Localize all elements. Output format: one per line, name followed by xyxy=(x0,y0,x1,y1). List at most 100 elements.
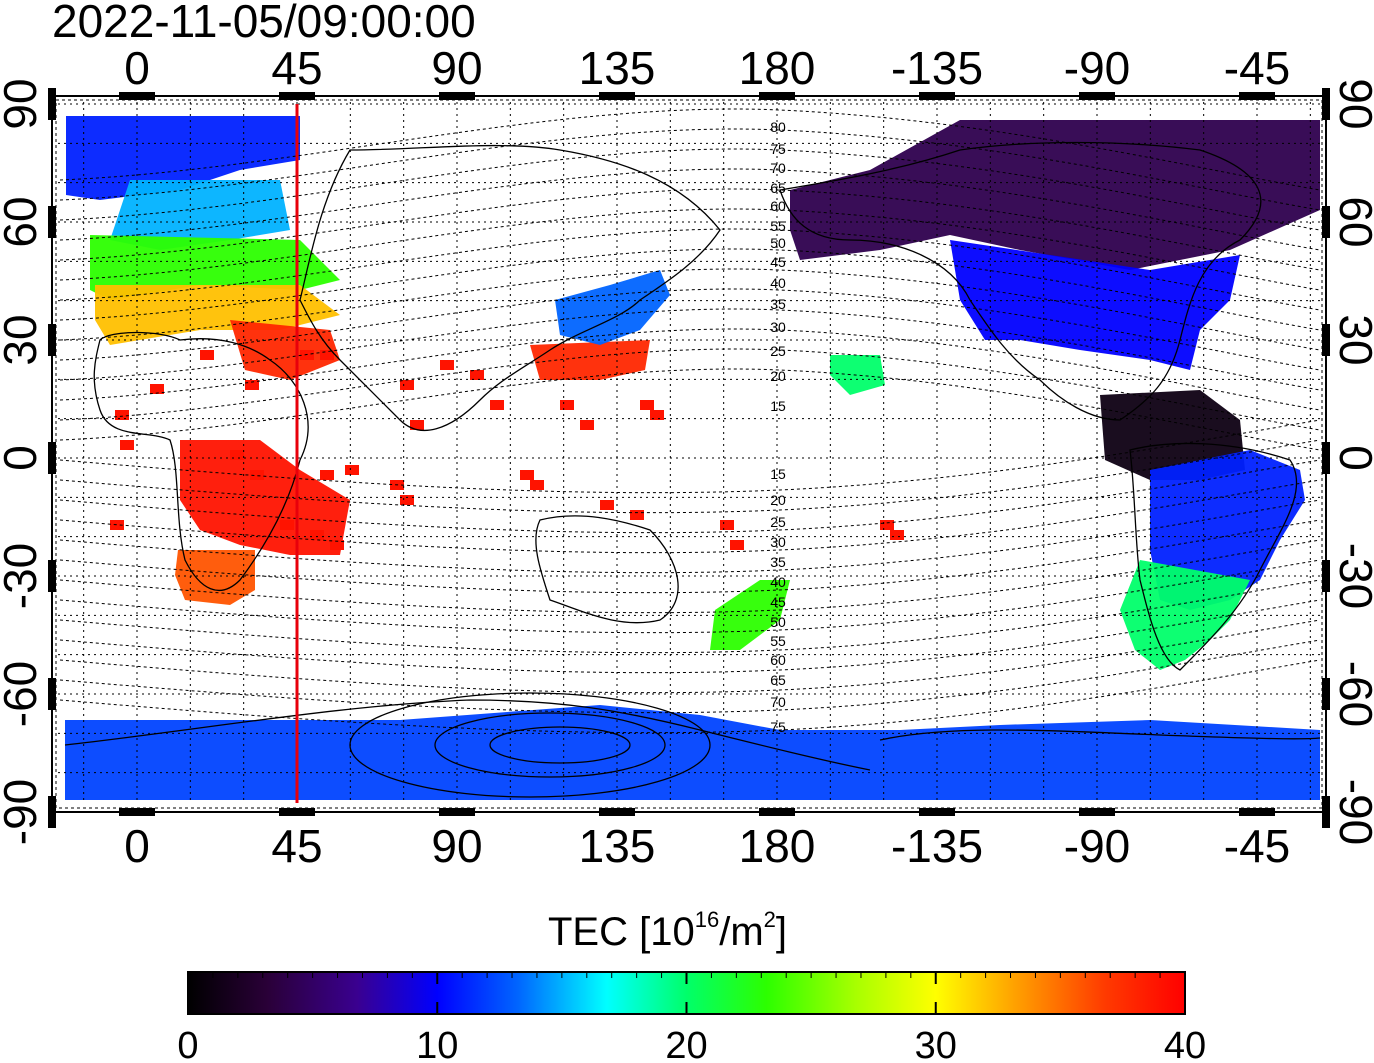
left-axis-label: 0 xyxy=(0,445,46,471)
coastline-5 xyxy=(879,729,1321,741)
contour-pole-0 xyxy=(489,726,631,764)
tick-left-1 xyxy=(48,206,56,238)
top-axis-label: -45 xyxy=(1224,42,1290,94)
tec-region-north-america xyxy=(790,120,1320,270)
contour-label-north: 60 xyxy=(770,198,786,214)
contour-label-north: 20 xyxy=(770,368,786,384)
colorbar-tick-label: 20 xyxy=(665,1025,707,1063)
tick-right-0 xyxy=(1322,88,1330,120)
contour-label-north: 65 xyxy=(770,180,786,196)
bottom-axis-label: 45 xyxy=(271,820,322,872)
bottom-axis-label: -45 xyxy=(1224,820,1290,872)
coastline-6 xyxy=(299,144,721,432)
tec-region-east-asia xyxy=(530,340,650,380)
tick-left-3 xyxy=(48,442,56,474)
contour-label-south: 55 xyxy=(770,633,786,649)
contour-north-1 xyxy=(59,128,1321,211)
contour-label-north: 70 xyxy=(770,160,786,176)
tec-block-17 xyxy=(490,400,504,410)
tec-block-21 xyxy=(580,420,594,430)
axis-labels: 0 45 90 135 180 -135 -90 -450 45 90 135 180 -135 -90-… xyxy=(0,42,1374,872)
contour-north-6 xyxy=(59,228,1321,311)
tec-region-hawaii xyxy=(830,355,885,395)
contour-north-0 xyxy=(59,108,1321,191)
contour-label-south: 50 xyxy=(770,614,786,630)
tick-bottom-2 xyxy=(439,808,475,816)
contour-south-11 xyxy=(59,639,1321,714)
contour-label-south: 70 xyxy=(770,694,786,710)
top-axis-label: -135 xyxy=(891,42,983,94)
contour-north-11 xyxy=(59,328,1321,411)
contour-label-south: 65 xyxy=(770,672,786,688)
bottom-axis-label: 135 xyxy=(579,820,656,872)
tec-data-regions xyxy=(65,116,1320,800)
tick-bottom-0 xyxy=(119,808,155,816)
tec-region-patagonia xyxy=(1120,560,1250,670)
contour-label-north: 25 xyxy=(770,343,786,359)
tec-block-14 xyxy=(410,420,424,430)
contour-pole-1 xyxy=(434,712,666,778)
left-axis-label: -30 xyxy=(0,543,46,609)
tec-block-16 xyxy=(470,370,484,380)
left-axis-label: 30 xyxy=(0,314,46,365)
tec-block-28 xyxy=(720,520,734,530)
tec-region-central-europe xyxy=(90,235,340,300)
colorbar-tick-label: 30 xyxy=(915,1025,957,1063)
tec-block-20 xyxy=(560,400,574,410)
tick-right-3 xyxy=(1322,442,1330,474)
contour-north-12 xyxy=(59,348,1321,431)
tec-block-22 xyxy=(600,500,614,510)
tec-block-33 xyxy=(320,350,334,360)
grid-lines xyxy=(58,102,1320,813)
tec-block-10 xyxy=(280,520,294,530)
tick-left-2 xyxy=(48,324,56,356)
contour-label-south: 60 xyxy=(770,652,786,668)
contour-label-north: 35 xyxy=(770,296,786,312)
right-axis-label: 0 xyxy=(1330,445,1374,471)
tec-block-18 xyxy=(520,470,534,480)
contour-north-9 xyxy=(59,288,1321,371)
map-title: 2022-11-05/09:00:00 xyxy=(52,0,476,47)
plot-frame xyxy=(48,88,1330,828)
contour-label-south: 35 xyxy=(770,554,786,570)
contour-label-south: 40 xyxy=(770,574,786,590)
top-axis-label: 90 xyxy=(431,42,482,94)
contour-label-south: 30 xyxy=(770,534,786,550)
tec-block-23 xyxy=(630,510,644,520)
tick-left-0 xyxy=(48,88,56,120)
right-axis-label: 30 xyxy=(1330,314,1374,365)
tec-block-30 xyxy=(880,520,894,530)
right-axis-label: -30 xyxy=(1330,543,1374,609)
bottom-axis-label: 90 xyxy=(431,820,482,872)
contour-labels: 8075706560555045403530252015152025303540… xyxy=(770,119,786,735)
tec-block-2 xyxy=(245,380,259,390)
tec-block-31 xyxy=(890,530,904,540)
top-axis-label: 180 xyxy=(739,42,816,94)
bottom-axis-label: 180 xyxy=(739,820,816,872)
tec-region-japan xyxy=(555,270,670,345)
right-axis-label: -60 xyxy=(1330,661,1374,727)
bottom-axis-label: 0 xyxy=(124,820,150,872)
tick-bottom-1 xyxy=(279,808,315,816)
contour-pole-2 xyxy=(349,692,711,798)
tec-block-0 xyxy=(200,350,214,360)
tick-top-6 xyxy=(1079,92,1115,100)
tec-block-3 xyxy=(115,410,129,420)
contour-north-5 xyxy=(59,208,1321,291)
tec-region-middle-east xyxy=(230,320,340,380)
contour-north-2 xyxy=(59,148,1321,231)
contour-label-north: 40 xyxy=(770,275,786,291)
contour-north-10 xyxy=(59,308,1321,391)
top-axis-label: 135 xyxy=(579,42,656,94)
tick-top-7 xyxy=(1239,92,1275,100)
tick-top-3 xyxy=(599,92,635,100)
tick-bottom-3 xyxy=(599,808,635,816)
left-axis-label: -60 xyxy=(0,661,46,727)
contour-label-south: 25 xyxy=(770,514,786,530)
contour-north-4 xyxy=(59,188,1321,271)
tec-block-12 xyxy=(330,540,344,550)
colorbar-tick-label: 10 xyxy=(416,1025,458,1063)
tick-top-1 xyxy=(279,92,315,100)
contour-label-north: 50 xyxy=(770,235,786,251)
